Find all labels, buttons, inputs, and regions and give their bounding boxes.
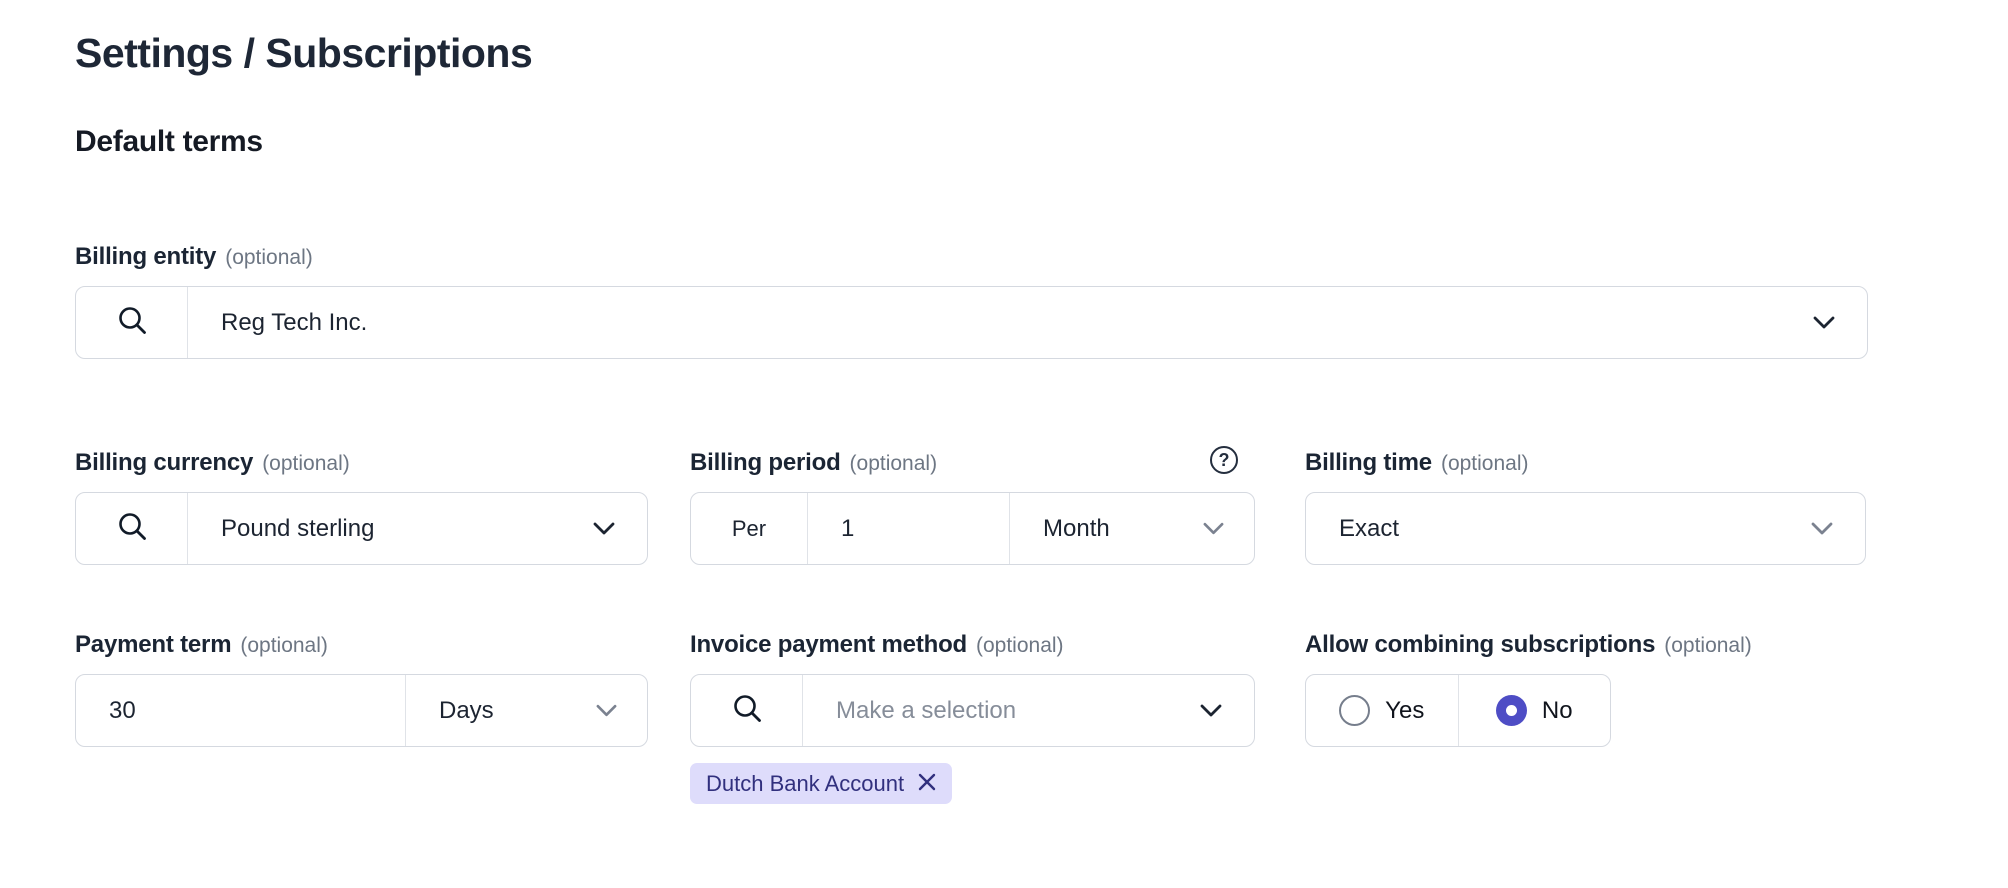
payment-term-unit-select[interactable]: Days — [406, 675, 647, 746]
billing-entity-value[interactable]: Reg Tech Inc. — [221, 308, 368, 336]
payment-term-label-row: Payment term (optional) — [75, 631, 648, 659]
billing-period-block: Billing period (optional) ? Per Month — [690, 446, 1255, 565]
invoice-payment-method-label: Invoice payment method — [690, 631, 967, 658]
radio-option-no[interactable]: No — [1459, 675, 1611, 746]
allow-combining-optional: (optional) — [1664, 634, 1752, 657]
search-icon — [732, 693, 762, 728]
form-row-3: Payment term (optional) Days Invoice pay… — [75, 631, 1868, 804]
billing-period-label-row: Billing period (optional) ? — [690, 446, 1255, 477]
payment-term-value-cell — [76, 675, 406, 746]
radio-option-yes-label: Yes — [1385, 696, 1425, 724]
payment-term-field: Days — [75, 674, 648, 747]
billing-period-unit-select[interactable]: Month — [1010, 493, 1254, 564]
billing-currency-select[interactable]: Pound sterling — [75, 492, 648, 565]
allow-combining-radio-group: Yes No — [1305, 674, 1611, 747]
allow-combining-subscriptions-block: Allow combining subscriptions (optional)… — [1305, 631, 1866, 804]
billing-period-unit-value: Month — [1043, 514, 1110, 542]
billing-period-label: Billing period — [690, 449, 841, 476]
billing-entity-search-button[interactable] — [76, 287, 188, 358]
billing-period-prefix: Per — [691, 493, 808, 564]
payment-method-tag-label: Dutch Bank Account — [706, 770, 905, 796]
chevron-down-icon[interactable] — [1813, 287, 1867, 358]
billing-time-label-row: Billing time (optional) — [1305, 449, 1866, 477]
billing-time-select[interactable]: Exact — [1305, 492, 1866, 565]
selected-tags-row: Dutch Bank Account — [690, 763, 1255, 804]
billing-entity-optional: (optional) — [225, 246, 313, 269]
help-icon[interactable]: ? — [1210, 446, 1238, 474]
allow-combining-label-row: Allow combining subscriptions (optional) — [1305, 631, 1866, 659]
billing-time-optional: (optional) — [1440, 452, 1529, 475]
billing-entity-label-row: Billing entity (optional) — [75, 243, 1868, 271]
billing-currency-optional: (optional) — [262, 452, 350, 475]
billing-entity-block: Billing entity (optional) Reg Tech Inc. — [75, 243, 1868, 359]
billing-currency-label: Billing currency — [75, 449, 254, 476]
close-icon — [918, 771, 936, 797]
payment-method-tag: Dutch Bank Account — [690, 763, 953, 804]
invoice-payment-method-optional: (optional) — [976, 634, 1064, 657]
chevron-down-icon — [1203, 522, 1254, 535]
remove-tag-button[interactable] — [918, 771, 936, 797]
billing-currency-block: Billing currency (optional) Pound sterli… — [75, 449, 648, 565]
radio-option-no-label: No — [1541, 696, 1573, 724]
invoice-payment-method-select[interactable]: Make a selection — [690, 674, 1255, 747]
payment-term-input[interactable] — [76, 675, 405, 746]
billing-entity-label: Billing entity — [75, 243, 217, 270]
allow-combining-label: Allow combining subscriptions — [1305, 631, 1656, 658]
billing-period-optional: (optional) — [849, 452, 938, 475]
chevron-down-icon — [596, 704, 647, 717]
payment-term-optional: (optional) — [240, 634, 328, 657]
section-heading-default-terms: Default terms — [75, 125, 263, 158]
search-icon — [117, 305, 147, 340]
invoice-payment-method-search-button[interactable] — [691, 675, 803, 746]
invoice-payment-method-block: Invoice payment method (optional) Make a… — [690, 631, 1255, 804]
page-title: Settings / Subscriptions — [75, 30, 533, 76]
invoice-payment-method-label-row: Invoice payment method (optional) — [690, 631, 1255, 659]
billing-period-quantity-cell — [808, 493, 1010, 564]
chevron-down-icon[interactable] — [593, 493, 647, 564]
payment-term-label: Payment term — [75, 631, 232, 658]
billing-time-block: Billing time (optional) Exact — [1305, 449, 1866, 565]
payment-term-unit-value: Days — [439, 696, 494, 724]
payment-term-block: Payment term (optional) Days — [75, 631, 648, 804]
radio-option-yes[interactable]: Yes — [1306, 675, 1459, 746]
billing-time-label: Billing time — [1305, 449, 1432, 476]
billing-period-field: Per Month — [690, 492, 1255, 565]
billing-time-value[interactable]: Exact — [1339, 514, 1400, 542]
radio-selected-icon — [1495, 695, 1527, 726]
billing-currency-value[interactable]: Pound sterling — [221, 514, 375, 542]
chevron-down-icon[interactable] — [1200, 675, 1254, 746]
chevron-down-icon[interactable] — [1811, 493, 1865, 564]
radio-unselected-icon — [1339, 695, 1371, 726]
billing-period-quantity-input[interactable] — [808, 493, 1009, 564]
invoice-payment-method-placeholder[interactable]: Make a selection — [836, 696, 1017, 724]
billing-currency-label-row: Billing currency (optional) — [75, 449, 648, 477]
settings-subscriptions-page: Settings / Subscriptions Default terms B… — [75, 30, 1868, 804]
search-icon — [117, 511, 147, 546]
billing-currency-search-button[interactable] — [76, 493, 188, 564]
billing-entity-select[interactable]: Reg Tech Inc. — [75, 286, 1868, 359]
form-row-2: Billing currency (optional) Pound sterli… — [75, 446, 1868, 565]
